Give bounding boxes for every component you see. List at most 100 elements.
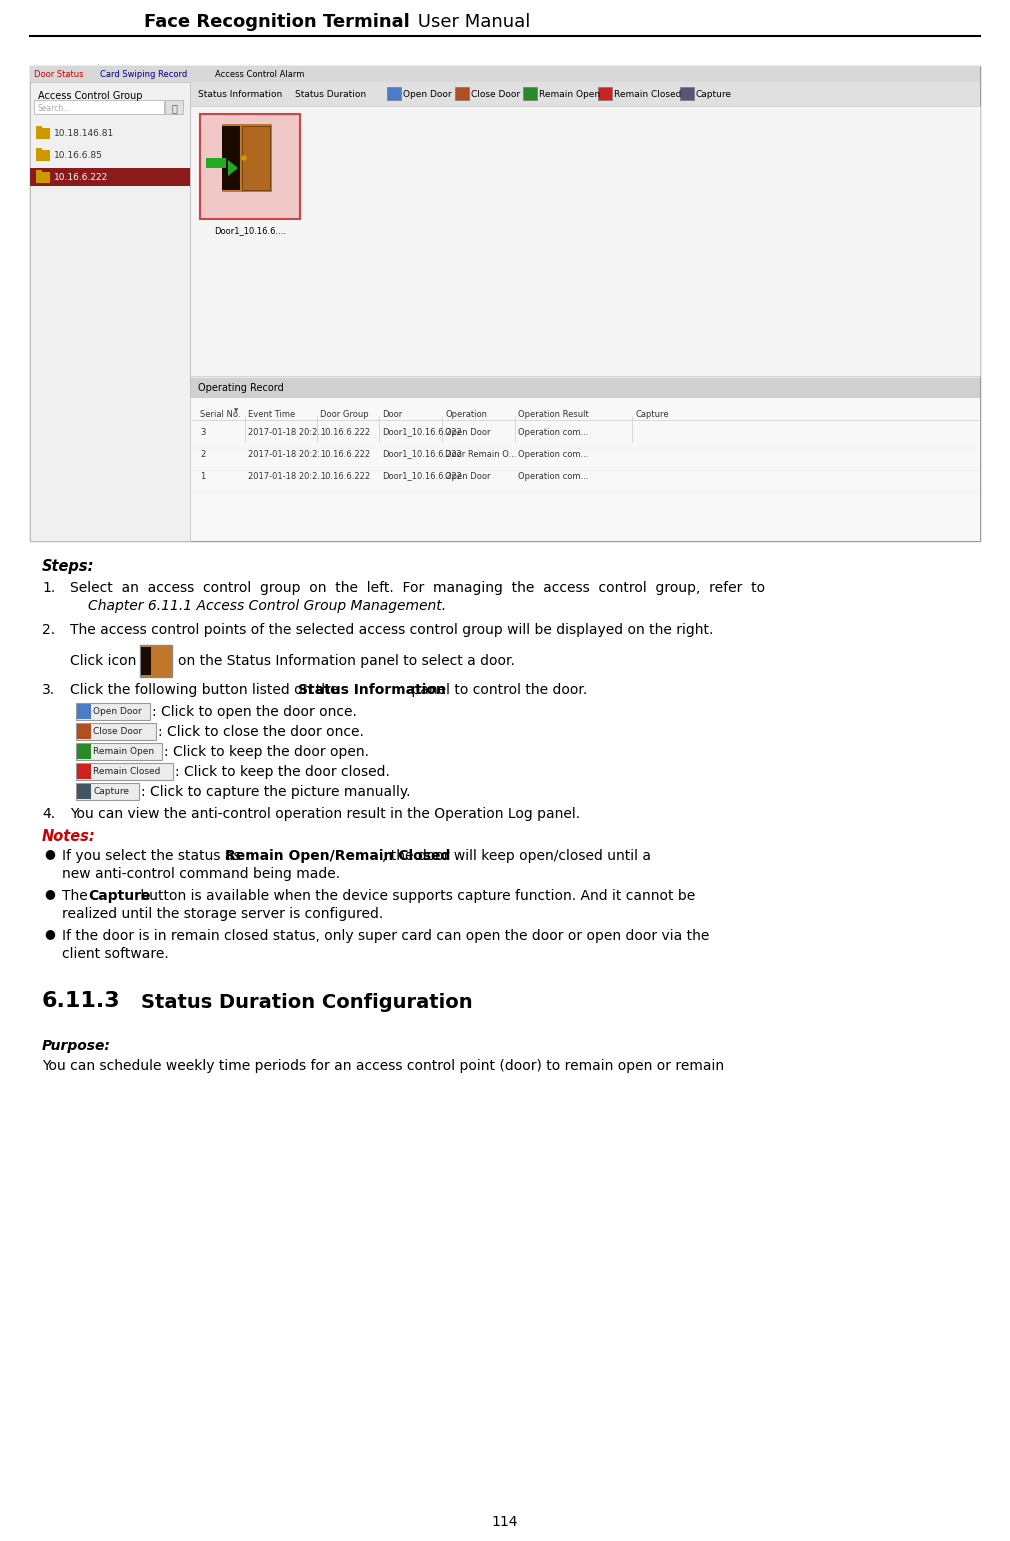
Text: 10.16.6.222: 10.16.6.222	[54, 173, 108, 182]
Text: new anti-control command being made.: new anti-control command being made.	[62, 868, 340, 881]
Text: Purpose:: Purpose:	[42, 1039, 111, 1053]
Text: 10.16.6.222: 10.16.6.222	[320, 472, 370, 481]
Text: If you select the status as: If you select the status as	[62, 849, 245, 863]
Text: Card Swiping Record: Card Swiping Record	[100, 69, 187, 79]
Text: Steps:: Steps:	[42, 559, 95, 573]
Text: Remain Closed: Remain Closed	[614, 89, 682, 99]
Text: Door1_10.16.6.222: Door1_10.16.6.222	[382, 450, 462, 459]
Bar	[140, 646, 172, 676]
Bar	[680, 86, 694, 100]
Text: 3: 3	[200, 427, 205, 436]
Text: Door: Door	[382, 410, 402, 419]
Text: Event Time: Event Time	[248, 410, 295, 419]
Text: The: The	[62, 889, 92, 903]
Text: Select  an  access  control  group  on  the  left.  For  managing  the  access  : Select an access control group on the le…	[70, 581, 766, 595]
Text: Operating Record: Operating Record	[198, 384, 284, 393]
Text: Remain Open: Remain Open	[539, 89, 600, 99]
Bar	[190, 378, 980, 541]
Bar	[523, 86, 537, 100]
Text: 3.: 3.	[42, 683, 56, 697]
Text: Capture: Capture	[88, 889, 150, 903]
Text: Remain Open/Remain Closed: Remain Open/Remain Closed	[225, 849, 450, 863]
Text: : Click to keep the door open.: : Click to keep the door open.	[164, 744, 369, 760]
Text: Remain Closed: Remain Closed	[93, 766, 161, 775]
Text: Open Door: Open Door	[93, 706, 141, 715]
Text: Open Door: Open Door	[445, 472, 491, 481]
Text: Operation Result: Operation Result	[518, 410, 589, 419]
Text: Operation: Operation	[445, 410, 487, 419]
Text: Door Group: Door Group	[320, 410, 369, 419]
Text: You can schedule weekly time periods for an access control point (door) to remai: You can schedule weekly time periods for…	[42, 1059, 724, 1073]
Bar	[222, 123, 272, 193]
Text: , the door will keep open/closed until a: , the door will keep open/closed until a	[382, 849, 651, 863]
Text: 10.16.6.222: 10.16.6.222	[320, 450, 370, 459]
Text: Serial No.: Serial No.	[200, 410, 240, 419]
Text: Click the following button listed on the: Click the following button listed on the	[70, 683, 342, 697]
Text: 114: 114	[492, 1515, 518, 1529]
Text: Operation com...: Operation com...	[518, 450, 589, 459]
Text: 10.16.6.222: 10.16.6.222	[320, 427, 370, 436]
Bar	[36, 126, 42, 129]
Text: : Click to keep the door closed.: : Click to keep the door closed.	[176, 764, 390, 780]
Text: : Click to open the door once.: : Click to open the door once.	[153, 704, 358, 720]
Text: : Click to close the door once.: : Click to close the door once.	[158, 724, 364, 740]
Text: 6.11.3: 6.11.3	[42, 991, 120, 1011]
Text: Door1_10.16.6.222: Door1_10.16.6.222	[382, 472, 462, 481]
Text: Chapter 6.11.1 Access Control Group Management.: Chapter 6.11.1 Access Control Group Mana…	[88, 599, 446, 613]
Bar	[34, 100, 164, 114]
Text: 10.18.146.81: 10.18.146.81	[54, 128, 114, 137]
Circle shape	[242, 156, 246, 160]
Bar	[190, 398, 980, 541]
FancyBboxPatch shape	[36, 173, 51, 183]
Bar	[190, 106, 980, 376]
Text: ▼: ▼	[234, 408, 238, 413]
Text: Access Control Group: Access Control Group	[38, 91, 142, 102]
Text: 1.: 1.	[42, 581, 56, 595]
Text: Open Door: Open Door	[445, 427, 491, 436]
Bar	[77, 784, 91, 798]
Text: 2017-01-18 20:2...: 2017-01-18 20:2...	[248, 450, 325, 459]
Text: Door1_10.16.6....: Door1_10.16.6....	[214, 227, 286, 236]
Text: Face Recognition Terminal: Face Recognition Terminal	[144, 12, 410, 31]
Text: : Click to capture the picture manually.: : Click to capture the picture manually.	[140, 784, 410, 798]
Text: realized until the storage server is configured.: realized until the storage server is con…	[62, 908, 383, 922]
Text: Close Door: Close Door	[93, 726, 142, 735]
Text: 1: 1	[200, 472, 205, 481]
Text: panel to control the door.: panel to control the door.	[407, 683, 588, 697]
Bar	[76, 723, 156, 740]
Text: 2.: 2.	[42, 623, 56, 636]
Bar	[76, 763, 174, 780]
Text: ⌕: ⌕	[171, 103, 177, 112]
Text: Access Control Alarm: Access Control Alarm	[215, 69, 304, 79]
Text: Capture: Capture	[93, 786, 129, 795]
Bar	[206, 159, 226, 168]
Bar	[77, 704, 91, 720]
Bar	[76, 743, 162, 760]
Text: Search...: Search...	[38, 103, 72, 112]
Bar	[77, 744, 91, 760]
Text: Status Duration Configuration: Status Duration Configuration	[114, 992, 473, 1012]
FancyBboxPatch shape	[36, 149, 51, 160]
Text: Status Duration: Status Duration	[295, 89, 366, 99]
Bar	[242, 126, 270, 190]
Text: Door Remain O...: Door Remain O...	[445, 450, 516, 459]
Text: The access control points of the selected access control group will be displayed: The access control points of the selecte…	[70, 623, 713, 636]
Bar	[222, 126, 240, 190]
Text: 2: 2	[200, 450, 205, 459]
Text: Operation com...: Operation com...	[518, 427, 589, 436]
Polygon shape	[228, 160, 238, 176]
Bar	[190, 82, 980, 106]
Bar	[30, 66, 980, 541]
Bar	[77, 724, 91, 740]
Text: Remain Open: Remain Open	[93, 746, 155, 755]
Bar	[190, 378, 980, 398]
Text: Open Door: Open Door	[403, 89, 451, 99]
Text: Door Status: Door Status	[34, 69, 84, 79]
Bar	[76, 783, 138, 800]
Text: ●: ●	[44, 928, 55, 940]
Text: User Manual: User Manual	[412, 12, 530, 31]
Text: 10.16.6.85: 10.16.6.85	[54, 151, 103, 160]
Text: Door1_10.16.6.222: Door1_10.16.6.222	[382, 427, 462, 436]
Bar	[30, 168, 190, 186]
Bar	[30, 66, 980, 82]
